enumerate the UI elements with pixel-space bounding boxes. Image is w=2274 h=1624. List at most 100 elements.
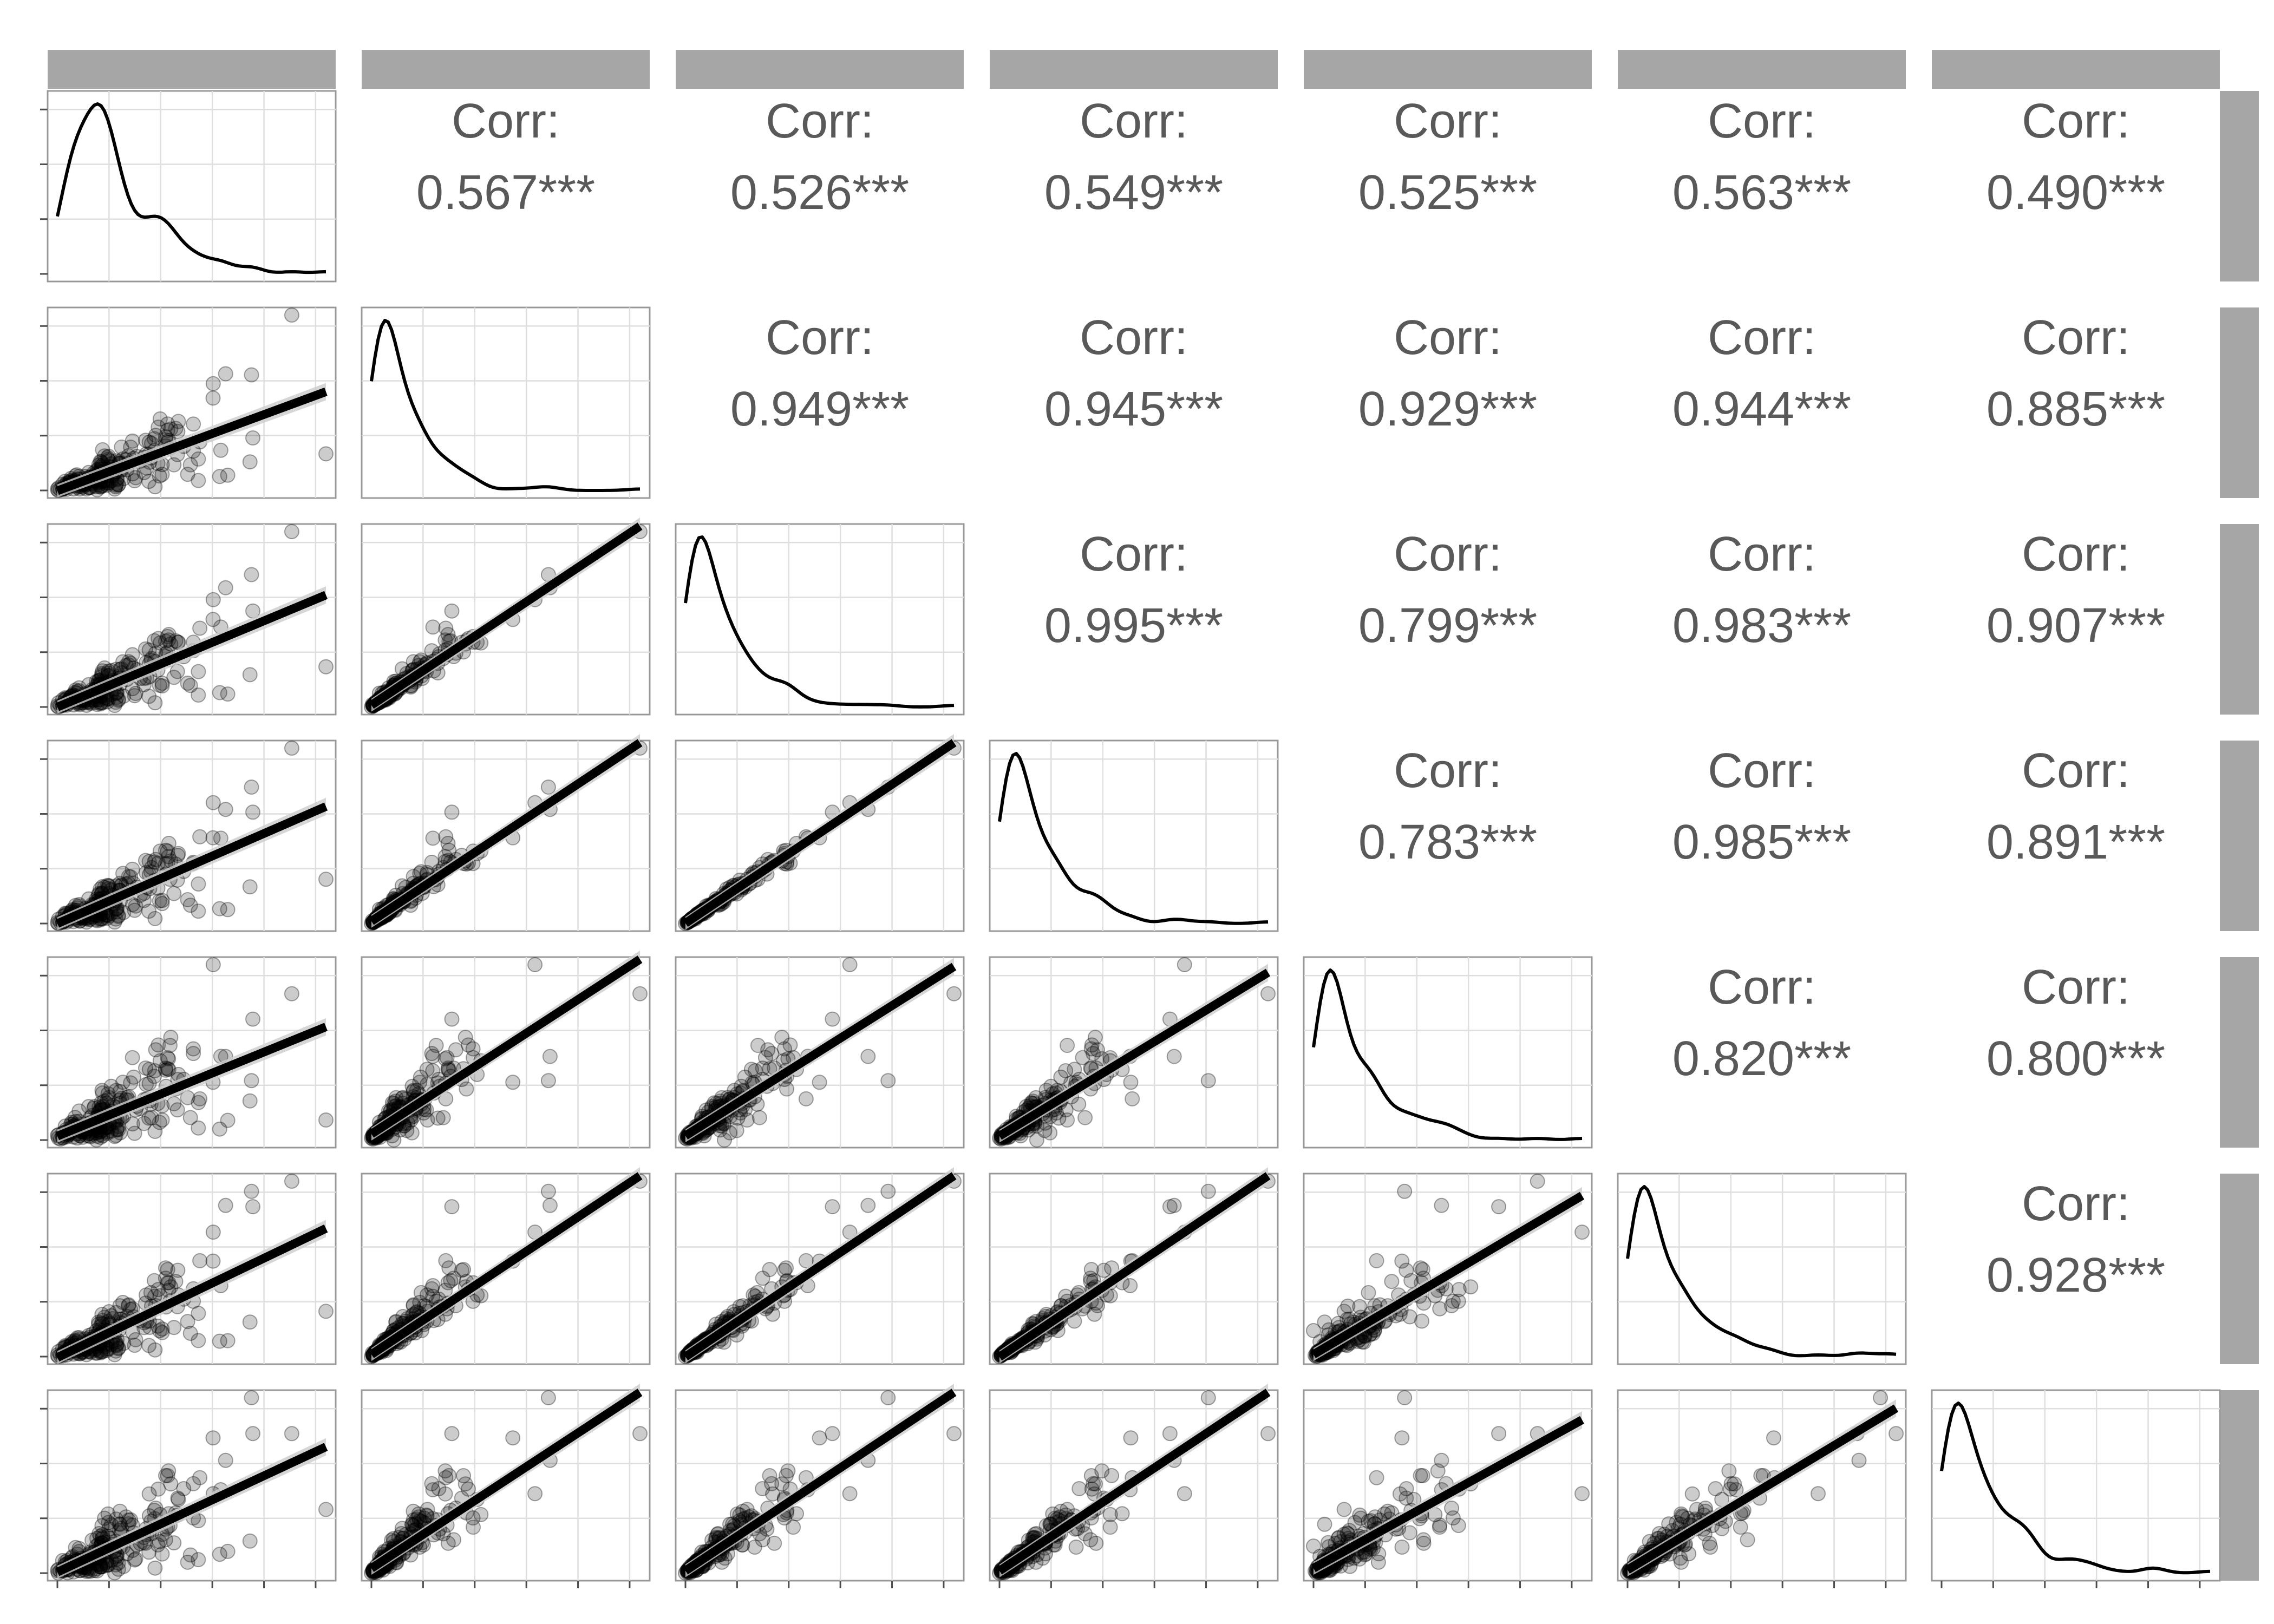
point <box>109 690 125 705</box>
point <box>318 1502 334 1517</box>
point <box>123 1075 139 1091</box>
point <box>89 1132 104 1148</box>
point <box>762 1262 777 1278</box>
point <box>1087 1030 1103 1045</box>
corr-label: Corr: <box>2022 94 2130 148</box>
point <box>110 477 126 493</box>
point <box>191 451 206 467</box>
corr-value: 0.945*** <box>1044 382 1223 436</box>
point <box>1394 1540 1410 1555</box>
point <box>205 795 221 810</box>
point <box>152 411 168 427</box>
point <box>110 477 126 493</box>
corr-label: Corr: <box>766 94 874 148</box>
point <box>1394 1430 1410 1446</box>
point <box>540 1390 556 1405</box>
point <box>160 422 175 438</box>
scatter-panel-6-5 <box>1303 1173 1593 1365</box>
corr-label: Corr: <box>1708 527 1816 581</box>
corr-value: 0.525*** <box>1358 166 1537 220</box>
point <box>180 467 195 482</box>
point <box>1851 1452 1867 1468</box>
point <box>163 421 179 437</box>
corr-value: 0.885*** <box>1987 382 2165 436</box>
corr-value: 0.783*** <box>1358 815 1537 869</box>
corr-cell-5-6: Corr:0.820*** <box>1672 960 1851 1086</box>
point <box>420 1502 435 1517</box>
point <box>107 481 122 497</box>
point <box>152 468 167 484</box>
point <box>101 1515 116 1530</box>
corr-value: 0.820*** <box>1672 1032 1851 1086</box>
point <box>168 633 184 649</box>
corr-value: 0.567*** <box>416 166 595 220</box>
corr-cell-1-6: Corr:0.563*** <box>1672 94 1851 220</box>
point <box>318 446 334 462</box>
point <box>125 1116 140 1132</box>
point <box>166 457 182 473</box>
point <box>141 903 157 919</box>
point <box>1177 957 1192 972</box>
point <box>1415 1262 1430 1278</box>
point <box>1068 1540 1084 1555</box>
point <box>1037 1115 1053 1131</box>
point <box>1166 1049 1182 1064</box>
point <box>1090 1042 1105 1058</box>
point <box>89 697 105 712</box>
point <box>752 1110 767 1125</box>
point <box>116 689 132 704</box>
scatter-panel-5-3 <box>675 956 965 1149</box>
scatter-panel-7-6 <box>1617 1389 1907 1582</box>
corr-label: Corr: <box>1394 311 1502 365</box>
point <box>170 424 186 440</box>
point <box>1434 1452 1449 1468</box>
density-panel-4-4 <box>989 739 1279 932</box>
point <box>425 619 441 635</box>
point <box>1811 1486 1826 1502</box>
point <box>284 741 299 756</box>
point <box>542 1197 558 1213</box>
point <box>419 1287 435 1303</box>
point <box>170 1490 186 1506</box>
point <box>154 1546 170 1562</box>
point <box>125 433 140 449</box>
point <box>1088 1535 1104 1551</box>
point <box>540 1183 556 1199</box>
point <box>151 631 166 646</box>
point <box>1369 1470 1384 1485</box>
point <box>128 470 143 486</box>
point <box>424 643 440 659</box>
scatter-panel-4-3 <box>675 734 965 932</box>
point <box>192 620 208 636</box>
point <box>1347 1515 1363 1530</box>
point <box>880 1073 896 1089</box>
corr-cell-2-4: Corr:0.945*** <box>1044 311 1223 436</box>
point <box>825 1426 840 1442</box>
corr-label: Corr: <box>1708 744 1816 798</box>
point <box>1702 1535 1717 1551</box>
point <box>505 1430 521 1446</box>
point <box>245 804 260 820</box>
point <box>242 1314 258 1330</box>
point <box>154 893 170 908</box>
point <box>284 524 299 539</box>
corr-label: Corr: <box>2022 1177 2130 1231</box>
point <box>244 567 259 582</box>
point <box>880 1183 896 1199</box>
point <box>1123 1430 1139 1446</box>
point <box>767 1535 782 1551</box>
panel-border <box>989 739 1279 932</box>
corr-cell-5-7: Corr:0.800*** <box>1987 960 2165 1086</box>
point <box>121 1512 136 1528</box>
point <box>147 1342 163 1358</box>
point <box>94 666 109 682</box>
point <box>438 620 454 636</box>
corr-cell-1-5: Corr:0.525*** <box>1358 94 1537 220</box>
point <box>158 633 173 649</box>
point <box>1260 986 1276 1001</box>
column-strip-3 <box>676 50 964 89</box>
point <box>148 1042 164 1058</box>
fit-line <box>55 591 328 711</box>
point <box>318 659 334 675</box>
row-strip-2 <box>2220 307 2259 498</box>
